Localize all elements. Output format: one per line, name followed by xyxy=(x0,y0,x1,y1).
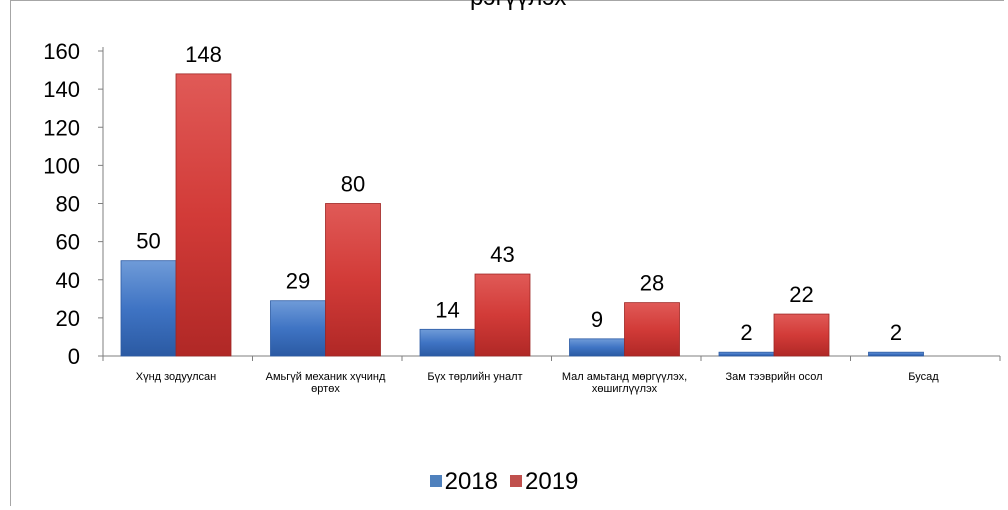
bar-2018 xyxy=(868,351,924,357)
y-tick-label: 160 xyxy=(43,39,80,64)
legend-swatch xyxy=(510,475,522,487)
bar-2019 xyxy=(325,203,381,357)
data-label: 28 xyxy=(640,271,664,296)
chart-title: рэгүүлэх xyxy=(470,0,566,12)
category-label: Мал амьтанд мөргүүлэх, xyxy=(562,371,687,383)
legend-swatch xyxy=(429,475,442,487)
bar-2018 xyxy=(120,260,177,357)
bar-2018 xyxy=(569,338,625,357)
data-label: 80 xyxy=(341,172,365,197)
category-label: хөшиглүүлэх xyxy=(592,383,658,395)
bar-2019 xyxy=(624,302,680,357)
y-tick-label: 20 xyxy=(56,306,80,331)
y-tick-label: 60 xyxy=(56,230,80,255)
y-tick-label: 100 xyxy=(43,153,80,178)
chart-area xyxy=(10,0,1004,506)
category-label: Амьгүй механик хүчинд xyxy=(266,371,386,383)
category-label: өртөх xyxy=(311,383,340,395)
y-tick-label: 120 xyxy=(43,115,80,140)
bar-2018 xyxy=(270,300,326,357)
y-tick-label: 140 xyxy=(43,77,80,102)
category-label: Зам тээврийн осол xyxy=(725,371,822,383)
data-label: 22 xyxy=(789,282,813,307)
y-tick-label: 40 xyxy=(56,268,80,293)
category-label: Бүх төрлийн уналт xyxy=(427,371,522,383)
y-tick-label: 0 xyxy=(68,344,80,369)
data-label: 29 xyxy=(286,269,310,294)
legend-label: 2019 xyxy=(525,468,579,495)
category-label: Хүнд зодуулсан xyxy=(136,371,216,383)
category-label: Бусад xyxy=(908,371,939,383)
bar-2018 xyxy=(718,351,775,357)
legend-label: 2018 xyxy=(444,468,498,495)
legend-item-2018: 2018 xyxy=(429,468,498,496)
data-label: 43 xyxy=(490,242,514,267)
data-label: 2 xyxy=(740,320,752,345)
bar-2019 xyxy=(773,313,830,357)
legend-item-2019: 2019 xyxy=(510,468,578,496)
data-label: 9 xyxy=(591,307,603,332)
bar-2019 xyxy=(175,73,232,357)
data-label: 2 xyxy=(890,320,902,345)
y-tick-label: 80 xyxy=(56,192,80,217)
data-label: 50 xyxy=(136,229,160,254)
legend: 2018 2019 xyxy=(0,468,1008,496)
bar-2019 xyxy=(474,273,531,357)
data-label: 14 xyxy=(435,297,459,322)
data-label: 148 xyxy=(185,42,222,67)
bar-2018 xyxy=(419,328,476,357)
